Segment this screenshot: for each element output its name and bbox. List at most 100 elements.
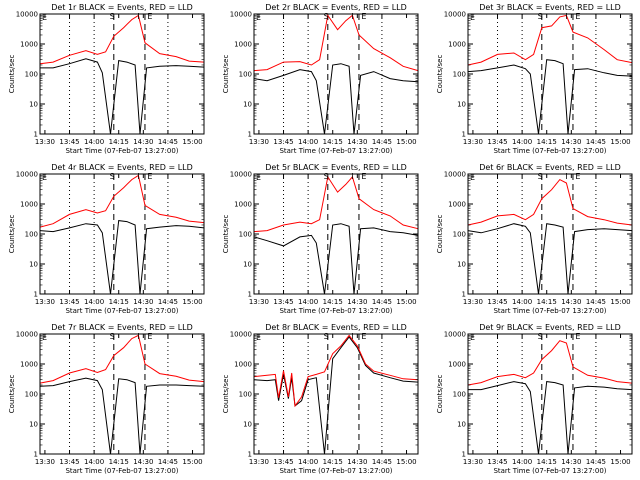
series-line-events bbox=[253, 336, 419, 455]
marker-i: I bbox=[565, 12, 567, 21]
detector-panel: 13:30 13:45 14:00 14:15 14:30 14:45 15:00 1 10 10… bbox=[436, 163, 633, 315]
series-line-events bbox=[467, 59, 633, 135]
panel-title: Det 7r BLACK = Events, RED = LLD bbox=[51, 323, 193, 332]
y-tick-label: 10 bbox=[457, 261, 466, 269]
y-tick-label: 1 bbox=[248, 451, 252, 459]
y-tick-label: 10000 bbox=[444, 331, 466, 339]
x-tick-label: 14:45 bbox=[586, 298, 606, 306]
y-tick-label: 10 bbox=[457, 101, 466, 109]
x-tick-label: 13:45 bbox=[273, 138, 293, 146]
series-line-events bbox=[39, 377, 205, 455]
panel-title: Det 4r BLACK = Events, RED = LLD bbox=[51, 163, 193, 172]
y-tick-label: 100 bbox=[453, 71, 466, 79]
series-line-events bbox=[40, 58, 205, 135]
marker-f: E bbox=[470, 13, 475, 22]
x-tick-label: 14:30 bbox=[133, 298, 153, 306]
panel-title: Det 9r BLACK = Events, RED = LLD bbox=[479, 323, 621, 332]
x-tick-label: 14:00 bbox=[512, 138, 532, 146]
x-tick-label: 14:15 bbox=[537, 138, 557, 146]
marker-s: S bbox=[110, 332, 115, 341]
y-tick-label: 100 bbox=[239, 231, 252, 239]
detector-panel: 13:30 13:45 14:00 14:15 14:30 14:45 15:00 1 10 10… bbox=[8, 323, 205, 475]
series-line-lld bbox=[253, 175, 419, 233]
marker-e: E bbox=[361, 172, 366, 181]
x-axis-label: Start Time (07-Feb-07 13:27:00) bbox=[493, 147, 606, 155]
y-axis-label: Counts/sec bbox=[222, 55, 230, 94]
y-axis-label: Counts/sec bbox=[436, 375, 444, 414]
x-tick-label: 14:00 bbox=[298, 458, 318, 466]
x-tick-label: 14:00 bbox=[298, 138, 318, 146]
series-line-events bbox=[467, 223, 633, 295]
x-tick-label: 14:00 bbox=[512, 298, 532, 306]
series-line-lld bbox=[39, 334, 205, 384]
y-tick-label: 1 bbox=[34, 291, 38, 299]
series-line-lld bbox=[467, 14, 633, 66]
marker-i: I bbox=[565, 332, 567, 341]
y-tick-label: 1 bbox=[462, 291, 466, 299]
x-tick-label: 14:15 bbox=[323, 138, 343, 146]
y-tick-label: 10 bbox=[243, 101, 252, 109]
x-tick-label: 13:30 bbox=[463, 138, 483, 146]
x-tick-label: 14:45 bbox=[158, 298, 178, 306]
marker-e: E bbox=[361, 12, 366, 21]
y-tick-label: 10000 bbox=[230, 11, 252, 19]
x-axis-label: Start Time (07-Feb-07 13:27:00) bbox=[493, 467, 606, 475]
y-axis-label: Counts/sec bbox=[222, 375, 230, 414]
y-tick-label: 1000 bbox=[448, 361, 466, 369]
panel-title: Det 2r BLACK = Events, RED = LLD bbox=[265, 3, 407, 12]
x-tick-label: 15:00 bbox=[610, 458, 630, 466]
marker-f: E bbox=[42, 173, 47, 182]
x-tick-label: 13:45 bbox=[487, 458, 507, 466]
y-tick-label: 10 bbox=[29, 261, 38, 269]
x-tick-label: 14:00 bbox=[298, 298, 318, 306]
x-tick-label: 14:15 bbox=[537, 298, 557, 306]
x-tick-label: 13:30 bbox=[249, 138, 269, 146]
marker-f: E bbox=[470, 173, 475, 182]
marker-i: I bbox=[565, 172, 567, 181]
detector-panel: 13:30 13:45 14:00 14:15 14:30 14:45 15:00 1 10 10… bbox=[8, 3, 205, 155]
x-tick-label: 13:30 bbox=[35, 458, 55, 466]
x-tick-label: 15:00 bbox=[396, 458, 416, 466]
y-tick-label: 100 bbox=[25, 231, 38, 239]
marker-e: E bbox=[575, 332, 580, 341]
x-tick-label: 13:45 bbox=[59, 458, 79, 466]
marker-e: E bbox=[575, 172, 580, 181]
y-axis-label: Counts/sec bbox=[222, 215, 230, 254]
marker-f: E bbox=[42, 13, 47, 22]
y-tick-label: 10000 bbox=[16, 11, 38, 19]
panel-title: Det 3r BLACK = Events, RED = LLD bbox=[479, 3, 621, 12]
series-line-lld bbox=[253, 334, 419, 408]
marker-e: E bbox=[575, 12, 580, 21]
x-tick-label: 13:30 bbox=[249, 458, 269, 466]
y-tick-label: 100 bbox=[25, 391, 38, 399]
series-line-lld bbox=[467, 340, 633, 386]
marker-f: E bbox=[256, 13, 261, 22]
x-tick-label: 15:00 bbox=[396, 138, 416, 146]
x-tick-label: 14:00 bbox=[84, 138, 104, 146]
y-tick-label: 1000 bbox=[448, 201, 466, 209]
y-tick-label: 1000 bbox=[234, 201, 252, 209]
marker-e: E bbox=[147, 12, 152, 21]
x-tick-label: 15:00 bbox=[610, 298, 630, 306]
y-tick-label: 1000 bbox=[234, 41, 252, 49]
x-tick-label: 15:00 bbox=[182, 138, 202, 146]
marker-s: S bbox=[538, 12, 543, 21]
marker-s: S bbox=[324, 332, 329, 341]
x-tick-label: 14:00 bbox=[84, 458, 104, 466]
series-line-events bbox=[468, 381, 633, 455]
x-tick-label: 13:45 bbox=[59, 138, 79, 146]
marker-s: S bbox=[110, 12, 115, 21]
y-tick-label: 1000 bbox=[20, 201, 38, 209]
x-tick-label: 14:30 bbox=[133, 458, 153, 466]
marker-i: I bbox=[351, 12, 353, 21]
x-tick-label: 14:30 bbox=[347, 298, 367, 306]
series-line-lld bbox=[39, 174, 205, 228]
x-axis-label: Start Time (07-Feb-07 13:27:00) bbox=[279, 147, 392, 155]
x-tick-label: 14:15 bbox=[109, 138, 129, 146]
x-tick-label: 13:30 bbox=[249, 298, 269, 306]
x-tick-label: 13:45 bbox=[59, 298, 79, 306]
y-tick-label: 1 bbox=[34, 451, 38, 459]
x-tick-label: 15:00 bbox=[182, 298, 202, 306]
y-tick-label: 10000 bbox=[16, 331, 38, 339]
